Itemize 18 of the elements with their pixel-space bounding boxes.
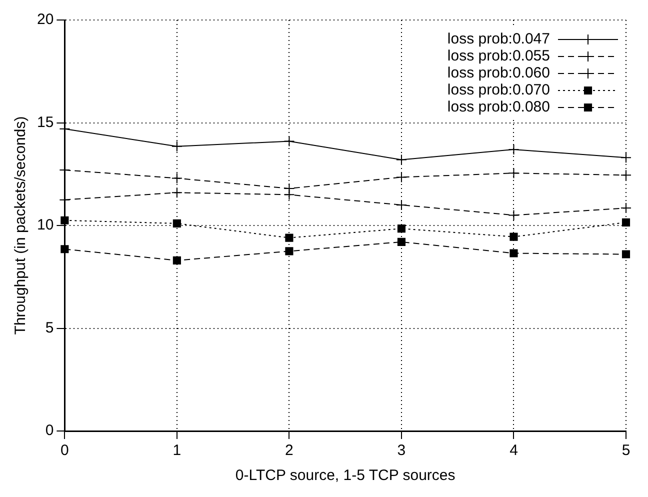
legend-label: loss prob:0.060 <box>447 64 550 82</box>
legend-label: loss prob:0.047 <box>447 30 550 48</box>
x-tick-label: 5 <box>622 442 630 460</box>
x-tick-label: 4 <box>510 442 518 460</box>
x-tick-label: 1 <box>172 442 182 460</box>
x-tick-label: 2 <box>285 442 294 460</box>
y-tick-label: 20 <box>36 11 54 28</box>
y-tick-label: 0 <box>45 422 54 440</box>
y-tick-label: 5 <box>45 319 54 336</box>
legend-label: loss prob:0.080 <box>447 98 550 116</box>
x-tick-label: 0 <box>60 442 69 460</box>
legend-label: loss prob:0.055 <box>447 48 550 65</box>
y-tick-label: 15 <box>36 114 54 131</box>
y-axis-title: Throughput (in packets/seconds) <box>12 116 30 335</box>
x-tick-label: 3 <box>397 442 406 460</box>
legend-label: loss prob:0.070 <box>447 82 550 99</box>
x-axis-title: 0-LTCP source, 1-5 TCP sources <box>235 467 456 484</box>
y-tick-label: 10 <box>36 216 54 234</box>
